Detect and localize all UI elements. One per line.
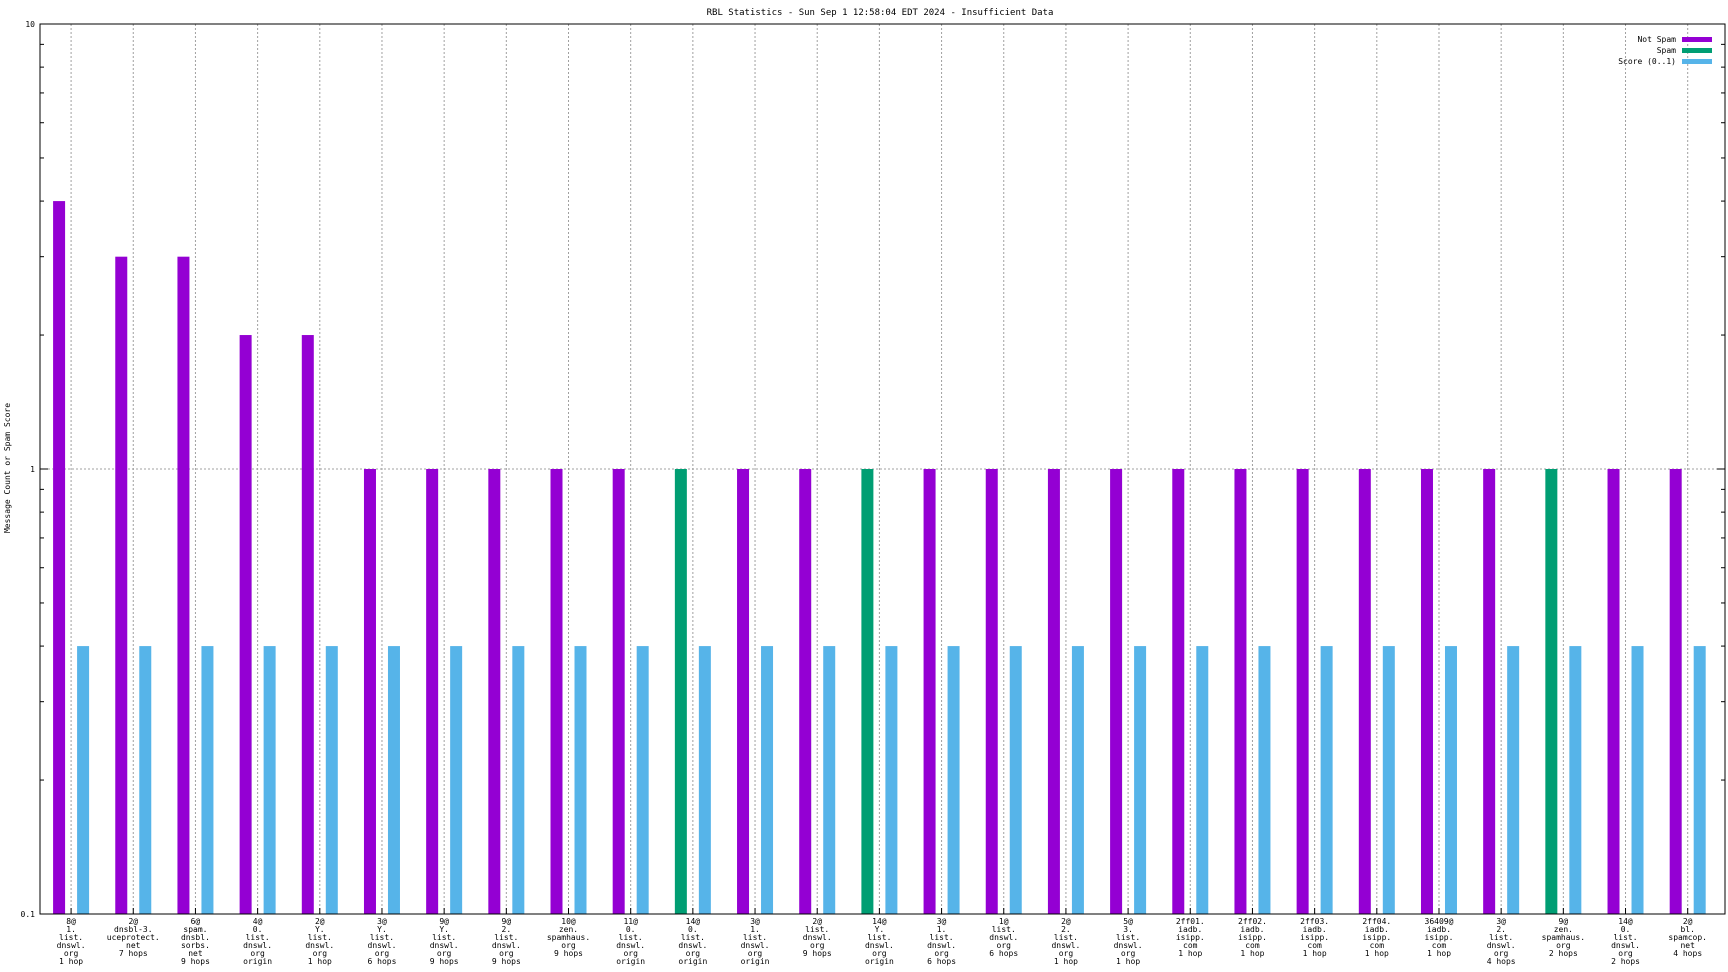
legend-label: Not Spam bbox=[1637, 35, 1676, 44]
x-tick-label: 1@ list. dnswl. org 6 hops bbox=[989, 917, 1018, 958]
x-tick-label: 11@ 0. list. dnswl. org origin bbox=[616, 917, 645, 966]
bar-score-0-1 bbox=[574, 646, 587, 914]
bar-score-0-1 bbox=[1071, 646, 1084, 914]
legend-label: Spam bbox=[1657, 46, 1676, 55]
x-tick-label: 2@ 2. list. dnswl. org 1 hop bbox=[1051, 917, 1080, 966]
bar-not-spam bbox=[799, 469, 812, 914]
x-tick-label: 36409@ iadb. isipp. com 1 hop bbox=[1425, 917, 1454, 958]
x-tick-label: 2@ bl. spamcop. net 4 hops bbox=[1668, 917, 1707, 958]
bar-score-0-1 bbox=[1009, 646, 1022, 914]
x-tick-label: 2ff03. iadb. isipp. com 1 hop bbox=[1300, 917, 1329, 958]
x-tick-label: 8@ 1. list. dnswl. org 1 hop bbox=[57, 917, 86, 966]
bar-spam bbox=[674, 469, 687, 914]
bar-score-0-1 bbox=[77, 646, 90, 914]
bar-not-spam bbox=[1296, 469, 1309, 914]
x-tick-label: 3@ 2. list. dnswl. org 4 hops bbox=[1487, 917, 1516, 966]
bar-score-0-1 bbox=[450, 646, 463, 914]
y-tick-label: 1 bbox=[30, 465, 35, 474]
x-tick-label: 3@ 1. list. dnswl. org origin bbox=[741, 917, 770, 966]
bar-spam bbox=[1545, 469, 1558, 914]
bar-score-0-1 bbox=[698, 646, 711, 914]
x-tick-label: 2ff04. iadb. isipp. com 1 hop bbox=[1362, 917, 1391, 958]
bar-not-spam bbox=[1420, 469, 1433, 914]
bar-not-spam bbox=[1172, 469, 1185, 914]
bar-score-0-1 bbox=[1507, 646, 1520, 914]
bar-score-0-1 bbox=[761, 646, 774, 914]
grid bbox=[40, 23, 1725, 915]
bar-not-spam bbox=[1047, 469, 1060, 914]
bar-not-spam bbox=[1110, 469, 1123, 914]
bar-score-0-1 bbox=[139, 646, 152, 914]
bar-not-spam bbox=[923, 469, 936, 914]
bar-score-0-1 bbox=[636, 646, 649, 914]
bar-not-spam bbox=[1483, 469, 1496, 914]
x-tick-label: 9@ 2. list. dnswl. org 9 hops bbox=[492, 917, 521, 966]
bar-not-spam bbox=[488, 469, 501, 914]
x-tick-label: 3@ Y. list. dnswl. org 6 hops bbox=[368, 917, 397, 966]
bar-not-spam bbox=[363, 469, 376, 914]
x-tick-label: 3@ 1. list. dnswl. org 6 hops bbox=[927, 917, 956, 966]
bar-not-spam bbox=[1358, 469, 1371, 914]
bar-score-0-1 bbox=[1258, 646, 1271, 914]
legend-swatch bbox=[1682, 59, 1712, 64]
x-tick-label: 14@ 0. list. dnswl. org 2 hops bbox=[1611, 917, 1640, 966]
bar-not-spam bbox=[612, 469, 625, 914]
bar-score-0-1 bbox=[1382, 646, 1395, 914]
bar-not-spam bbox=[177, 256, 190, 914]
bars bbox=[53, 201, 1706, 915]
y-axis-label: Message Count or Spam Score bbox=[3, 403, 12, 533]
x-tick-label: 6@ spam. dnsbl. sorbs. net 9 hops bbox=[181, 917, 210, 966]
x-tick-label: 2ff02. iadb. isipp. com 1 hop bbox=[1238, 917, 1267, 958]
bar-score-0-1 bbox=[263, 646, 276, 914]
bar-score-0-1 bbox=[1569, 646, 1582, 914]
plot-area bbox=[39, 23, 1726, 915]
legend-swatch bbox=[1682, 48, 1712, 53]
legend-swatch bbox=[1682, 37, 1712, 42]
bar-score-0-1 bbox=[1693, 646, 1706, 914]
x-tick-label: 2@ Y. list. dnswl. org 1 hop bbox=[305, 917, 334, 966]
chart-title: RBL Statistics - Sun Sep 1 12:58:04 EDT … bbox=[707, 8, 1054, 18]
bar-not-spam bbox=[550, 469, 563, 914]
bar-score-0-1 bbox=[201, 646, 214, 914]
x-tick-label: 2@ list. dnswl. org 9 hops bbox=[803, 917, 832, 958]
x-tick-label: 9@ Y. list. dnswl. org 9 hops bbox=[430, 917, 459, 966]
x-tick-label: 14@ 0. list. dnswl. org origin bbox=[678, 917, 707, 966]
x-tick-label: 5@ 3. list. dnswl. org 1 hop bbox=[1114, 917, 1143, 966]
bar-score-0-1 bbox=[1196, 646, 1209, 914]
bar-not-spam bbox=[985, 469, 998, 914]
legend-label: Score (0..1) bbox=[1618, 57, 1676, 66]
bar-not-spam bbox=[1234, 469, 1247, 914]
bar-score-0-1 bbox=[1320, 646, 1333, 914]
bar-not-spam bbox=[737, 469, 750, 914]
bar-score-0-1 bbox=[947, 646, 960, 914]
bar-not-spam bbox=[53, 201, 66, 914]
bar-score-0-1 bbox=[885, 646, 898, 914]
bar-score-0-1 bbox=[387, 646, 400, 914]
legend: Not Spam Spam Score (0..1) bbox=[1618, 35, 1712, 66]
bar-not-spam bbox=[239, 335, 252, 915]
bar-score-0-1 bbox=[1631, 646, 1644, 914]
axis-labels: 10 1 0.1 8@ 1. list. dnswl. org 1 hop 2@ dnsbl-3. u… bbox=[21, 20, 1707, 966]
bar-not-spam bbox=[1607, 469, 1620, 914]
x-tick-label: 4@ 0. list. dnswl. org origin bbox=[243, 917, 272, 966]
x-tick-label: 9@ zen. spamhaus. org 2 hops bbox=[1542, 917, 1585, 958]
y-tick-label: 0.1 bbox=[21, 910, 36, 919]
bar-not-spam bbox=[301, 335, 314, 915]
y-tick-label: 10 bbox=[25, 20, 35, 29]
bar-not-spam bbox=[426, 469, 439, 914]
bar-not-spam bbox=[115, 256, 128, 914]
x-tick-label: 2ff01. iadb. isipp. com 1 hop bbox=[1176, 917, 1205, 958]
bar-not-spam bbox=[1669, 469, 1682, 914]
bar-spam bbox=[861, 469, 874, 914]
bar-score-0-1 bbox=[1444, 646, 1457, 914]
bar-score-0-1 bbox=[1134, 646, 1147, 914]
x-tick-label: 2@ dnsbl-3. uceprotect. net 7 hops bbox=[107, 917, 160, 958]
x-tick-label: 10@ zen. spamhaus. org 9 hops bbox=[547, 917, 590, 958]
bar-score-0-1 bbox=[325, 646, 338, 914]
x-tick-label: 14@ Y. list. dnswl. org origin bbox=[865, 917, 894, 966]
bar-score-0-1 bbox=[512, 646, 525, 914]
bar-score-0-1 bbox=[823, 646, 836, 914]
